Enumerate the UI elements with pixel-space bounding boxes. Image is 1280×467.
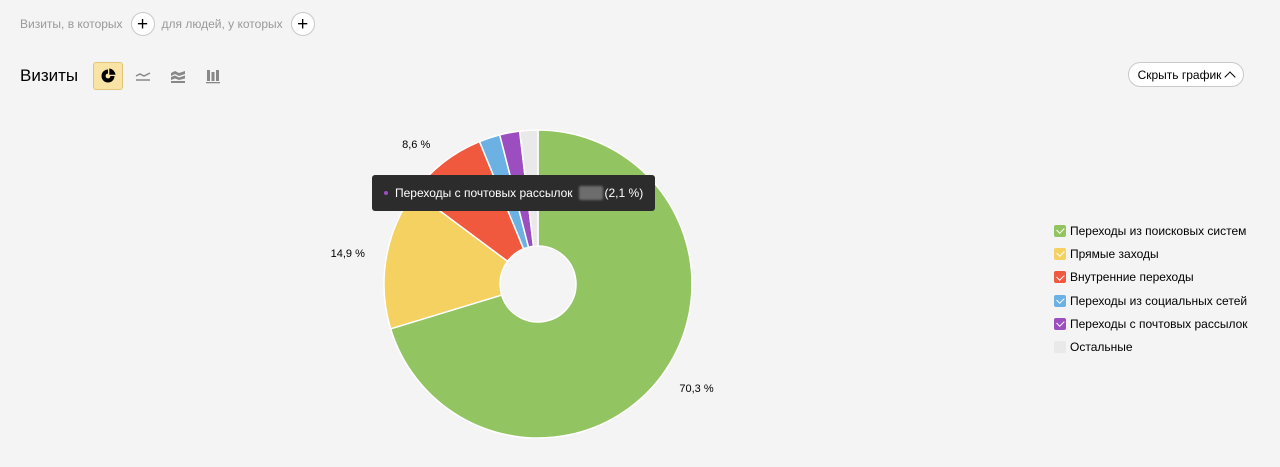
legend-item[interactable]: Переходы из поисковых систем bbox=[1054, 219, 1248, 242]
legend-label: Переходы из социальных сетей bbox=[1070, 293, 1248, 308]
plus-icon: + bbox=[297, 13, 309, 35]
legend-label: Остальные bbox=[1070, 340, 1133, 355]
hide-chart-label: Скрыть график bbox=[1137, 67, 1222, 82]
legend-item[interactable]: Переходы из социальных сетей bbox=[1054, 289, 1248, 312]
bar-chart-view-button[interactable] bbox=[198, 62, 228, 90]
checkbox-checked-icon[interactable] bbox=[1054, 224, 1066, 237]
add-people-filter-button[interactable]: + bbox=[290, 12, 315, 36]
legend-label: Внутренние переходы bbox=[1070, 270, 1194, 285]
chart-title: Визиты bbox=[20, 66, 79, 85]
legend-item[interactable]: Остальные bbox=[1054, 335, 1248, 358]
legend-label: Переходы с почтовых рассылок bbox=[1070, 316, 1248, 331]
pie-chart-view-button[interactable] bbox=[93, 62, 124, 90]
tooltip-percent: (2,1 %) bbox=[604, 186, 644, 200]
chart-legend: Переходы из поисковых систем Прямые заход… bbox=[1054, 219, 1248, 359]
legend-label: Прямые заходы bbox=[1070, 246, 1159, 261]
slice-percent-label: 70,3 % bbox=[679, 382, 714, 395]
check-icon bbox=[1055, 318, 1064, 327]
area-chart-icon bbox=[171, 71, 186, 83]
visits-filter-label: Визиты, в которых bbox=[20, 17, 123, 31]
people-filter-label: для людей, у которых bbox=[161, 17, 283, 31]
check-icon bbox=[1055, 225, 1064, 234]
check-icon bbox=[1055, 248, 1064, 258]
legend-item[interactable]: Внутренние переходы bbox=[1054, 266, 1248, 289]
checkbox-unchecked-icon[interactable] bbox=[1054, 341, 1066, 354]
check-icon bbox=[1055, 295, 1064, 304]
line-chart-icon bbox=[135, 72, 151, 81]
legend-item[interactable]: Прямые заходы bbox=[1054, 242, 1248, 265]
checkbox-checked-icon[interactable] bbox=[1054, 317, 1066, 330]
tooltip-hidden-value bbox=[578, 186, 603, 200]
chart-tooltip: Переходы с почтовых рассылок (2,1 %) bbox=[372, 175, 656, 211]
pie-chart-icon bbox=[101, 68, 116, 83]
check-icon bbox=[1055, 272, 1064, 281]
tooltip-series-name: Переходы с почтовых рассылок bbox=[395, 186, 573, 200]
legend-item[interactable]: Переходы с почтовых рассылок bbox=[1054, 312, 1248, 335]
checkbox-checked-icon[interactable] bbox=[1054, 247, 1066, 260]
add-visits-filter-button[interactable]: + bbox=[130, 12, 155, 36]
line-chart-view-button[interactable] bbox=[128, 62, 158, 90]
slice-percent-label: 14,9 % bbox=[330, 247, 365, 260]
plus-icon: + bbox=[136, 13, 149, 35]
area-chart-view-button[interactable] bbox=[163, 62, 193, 90]
slice-percent-label: 8,6 % bbox=[402, 138, 431, 151]
legend-label: Переходы из поисковых систем bbox=[1070, 223, 1247, 238]
checkbox-checked-icon[interactable] bbox=[1054, 271, 1066, 284]
hide-chart-button[interactable]: Скрыть график bbox=[1128, 62, 1244, 87]
chart-header: Визиты bbox=[20, 62, 233, 90]
tooltip-series-dot bbox=[384, 191, 388, 195]
segment-filter-row: Визиты, в которых + для людей, у которых… bbox=[20, 11, 322, 37]
checkbox-checked-icon[interactable] bbox=[1054, 294, 1066, 307]
bar-chart-icon bbox=[206, 70, 221, 84]
